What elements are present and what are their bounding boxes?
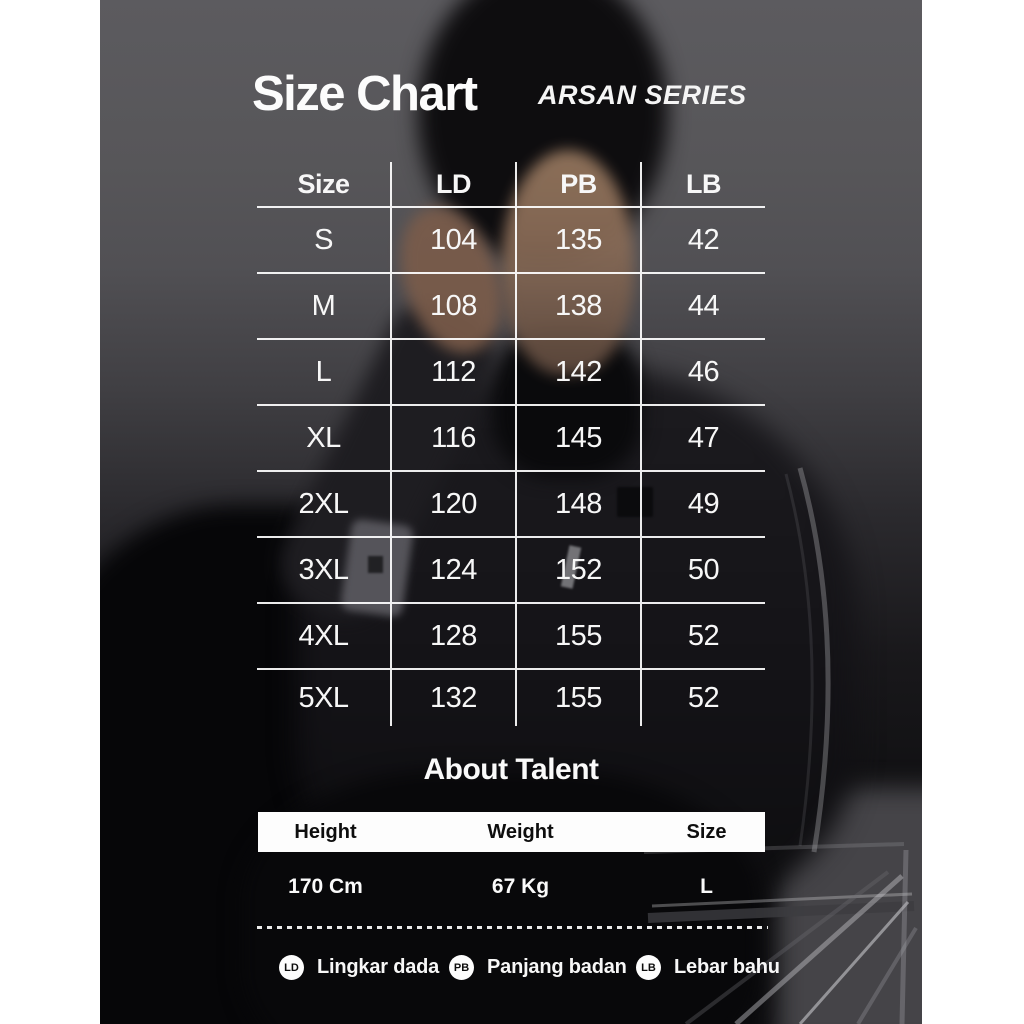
- talent-weight-value: 67 Kg: [491, 875, 550, 898]
- talent-size-value: L: [700, 875, 713, 898]
- table-row: L 112 142 46: [257, 340, 765, 406]
- ld-cell: 124: [392, 538, 517, 602]
- legend-label: Lingkar dada: [317, 956, 440, 978]
- size-cell: S: [257, 208, 392, 272]
- lb-cell: 47: [687, 421, 720, 454]
- column-header-size: Size: [257, 162, 392, 206]
- lb-cell: 52: [687, 681, 720, 714]
- ld-cell: 104: [392, 208, 517, 272]
- size-cell: M: [257, 274, 392, 338]
- talent-header-bar: Height Weight Size: [258, 812, 765, 852]
- column-header-ld: LD: [392, 162, 517, 206]
- table-row: 4XL 128 155 52: [257, 604, 765, 670]
- talent-header-height: Height: [294, 820, 357, 843]
- size-cell: 5XL: [257, 670, 392, 726]
- model-photo-backdrop: [100, 0, 922, 1024]
- table-row: 3XL 124 152 50: [257, 538, 765, 604]
- legend-label: Lebar bahu: [674, 956, 780, 978]
- size-cell: 2XL: [257, 472, 392, 536]
- ld-cell: 112: [392, 340, 517, 404]
- size-cell: L: [257, 340, 392, 404]
- pb-badge-icon: PB: [449, 955, 474, 980]
- table-row: S 104 135 42: [257, 208, 765, 274]
- chair-frame-shape: [643, 467, 918, 1024]
- ld-cell: 132: [392, 670, 517, 726]
- column-header-pb: PB: [517, 162, 642, 206]
- legend-item-pb: PB Panjang badan: [449, 955, 627, 980]
- pb-cell: 142: [517, 340, 642, 404]
- pb-cell: 155: [517, 670, 642, 726]
- legend-item-ld: LD Lingkar dada: [279, 955, 439, 980]
- ld-cell: 116: [392, 406, 517, 470]
- brand-patch-shape: [617, 487, 653, 517]
- cuff-button-shape: [368, 556, 383, 573]
- column-header-lb: LB: [686, 168, 722, 199]
- legend-label: Panjang badan: [487, 956, 627, 978]
- talent-header-weight: Weight: [487, 820, 554, 843]
- pb-cell: 145: [517, 406, 642, 470]
- lb-cell: 42: [687, 223, 720, 256]
- pb-cell: 155: [517, 604, 642, 668]
- table-row: M 108 138 44: [257, 274, 765, 340]
- series-subtitle: ARSAN SERIES: [538, 80, 747, 110]
- lb-cell: 52: [687, 619, 720, 652]
- table-row: 5XL 132 155 52: [257, 670, 765, 726]
- size-cell: 4XL: [257, 604, 392, 668]
- model-face-shape: [502, 150, 634, 375]
- ld-cell: 128: [392, 604, 517, 668]
- size-table: Size LD PB LB S 104 135 42 M 108 138 44 …: [257, 162, 765, 726]
- pb-cell: 148: [517, 472, 642, 536]
- lb-badge-icon: LB: [636, 955, 661, 980]
- ld-badge-icon: LD: [279, 955, 304, 980]
- page-title: Size Chart: [252, 67, 478, 121]
- lb-cell: 46: [687, 355, 720, 388]
- talent-height-value: 170 Cm: [288, 875, 363, 898]
- legend-item-lb: LB Lebar bahu: [636, 955, 780, 980]
- lb-cell: 49: [687, 487, 720, 520]
- about-talent-title: About Talent: [423, 753, 599, 786]
- table-row: XL 116 145 47: [257, 406, 765, 472]
- talent-values-row: 170 Cm 67 Kg L: [258, 870, 765, 904]
- table-header-row: Size LD PB LB: [257, 162, 765, 208]
- pb-cell: 135: [517, 208, 642, 272]
- size-cell: 3XL: [257, 538, 392, 602]
- table-row: 2XL 120 148 49: [257, 472, 765, 538]
- size-cell: XL: [257, 406, 392, 470]
- dashed-divider: [257, 926, 768, 929]
- pb-cell: 152: [517, 538, 642, 602]
- ld-cell: 120: [392, 472, 517, 536]
- pb-cell: 138: [517, 274, 642, 338]
- ld-cell: 108: [392, 274, 517, 338]
- lb-cell: 44: [687, 289, 720, 322]
- talent-header-size: Size: [686, 820, 727, 843]
- lb-cell: 50: [687, 553, 720, 586]
